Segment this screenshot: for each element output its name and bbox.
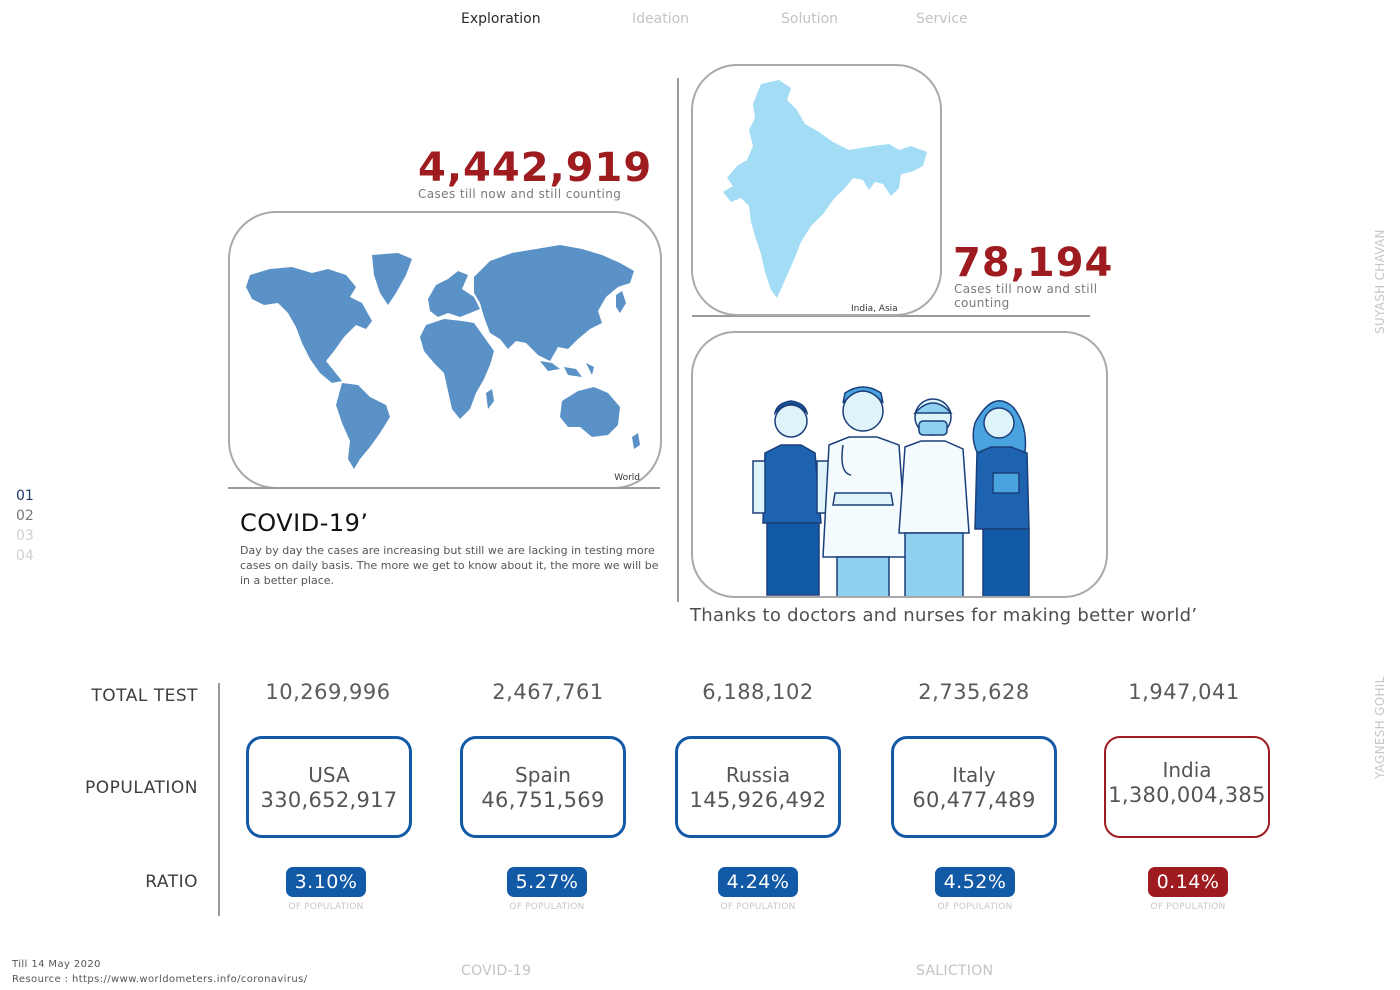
- country-name: Italy: [952, 763, 996, 787]
- footer-resource-link[interactable]: Resource : https://www.worldometers.info…: [12, 974, 308, 985]
- country-population: 60,477,489: [912, 788, 1036, 812]
- footer-covid: COVID-19: [461, 963, 532, 979]
- doctor: [822, 386, 908, 596]
- doctors-card: [691, 331, 1108, 598]
- ratio-sub-italy: OF POPULATION: [937, 902, 1013, 912]
- country-card-usa: USA 330,652,917: [246, 736, 412, 838]
- doctors-nurses-illustration-icon: [752, 386, 1030, 596]
- country-population: 1,380,004,385: [1108, 783, 1266, 807]
- ratio-usa: 3.10%: [286, 867, 366, 897]
- country-name: USA: [308, 763, 350, 787]
- ratio-sub-usa: OF POPULATION: [288, 902, 364, 912]
- covid-title: COVID-19’: [240, 509, 369, 537]
- divider-india: [692, 315, 1090, 317]
- page-03[interactable]: 03: [16, 528, 34, 544]
- footer-source: Till 14 May 2020 Resource : https://www.…: [12, 957, 308, 987]
- india-cases-caption: Cases till now and still counting: [954, 282, 1098, 311]
- test-india: 1,947,041: [1128, 680, 1240, 704]
- divider-table: [218, 683, 220, 916]
- country-name: Russia: [725, 763, 791, 787]
- ratio-sub-spain: OF POPULATION: [509, 902, 585, 912]
- test-usa: 10,269,996: [265, 680, 391, 704]
- footer-date: Till 14 May 2020: [12, 959, 101, 970]
- india-map-card: India, Asia: [691, 64, 942, 316]
- world-map-card: World: [228, 211, 662, 489]
- author-suyash: SUYASH CHAVAN: [1373, 229, 1387, 334]
- covid-description: Day by day the cases are increasing but …: [240, 544, 659, 588]
- ratio-spain: 5.27%: [507, 867, 587, 897]
- ratio-sub-india: OF POPULATION: [1150, 902, 1226, 912]
- country-card-russia: Russia 145,926,492: [675, 736, 841, 838]
- country-card-spain: Spain 46,751,569: [460, 736, 626, 838]
- country-name: Spain: [515, 763, 571, 787]
- label-total-test: TOTAL TEST: [91, 686, 198, 706]
- country-name: India: [1162, 758, 1212, 782]
- test-italy: 2,735,628: [918, 680, 1030, 704]
- world-map-icon: [246, 245, 640, 469]
- thanks-caption: Thanks to doctors and nurses for making …: [690, 605, 1198, 626]
- divider-vertical-center: [677, 78, 679, 602]
- world-cases-count: 4,442,919: [418, 145, 653, 191]
- nav-exploration[interactable]: Exploration: [461, 11, 541, 27]
- footer-saliction: SALICTION: [916, 963, 994, 979]
- india-map-icon: [723, 80, 927, 298]
- nurse-right: [972, 400, 1030, 596]
- nurse-left: [752, 400, 830, 596]
- page-02[interactable]: 02: [16, 508, 34, 524]
- page-04[interactable]: 04: [16, 548, 34, 564]
- nav-service[interactable]: Service: [916, 11, 968, 27]
- nav-solution[interactable]: Solution: [781, 11, 839, 27]
- nav-ideation[interactable]: Ideation: [632, 11, 690, 27]
- country-population: 46,751,569: [481, 788, 605, 812]
- country-population: 145,926,492: [689, 788, 827, 812]
- divider-world: [228, 487, 660, 489]
- country-card-india: India 1,380,004,385: [1104, 736, 1270, 838]
- surgeon: [898, 398, 970, 596]
- label-ratio: RATIO: [145, 872, 198, 892]
- india-map-label: India, Asia: [851, 304, 898, 314]
- test-russia: 6,188,102: [702, 680, 814, 704]
- world-cases-caption: Cases till now and still counting: [418, 187, 622, 201]
- world-map-label: World: [614, 473, 640, 483]
- label-population: POPULATION: [85, 778, 198, 798]
- india-caption-line2: counting: [954, 295, 1010, 310]
- country-population: 330,652,917: [260, 788, 398, 812]
- ratio-russia: 4.24%: [718, 867, 798, 897]
- test-spain: 2,467,761: [492, 680, 604, 704]
- india-cases-count: 78,194: [953, 240, 1114, 286]
- ratio-india: 0.14%: [1148, 867, 1228, 897]
- ratio-italy: 4.52%: [935, 867, 1015, 897]
- ratio-sub-russia: OF POPULATION: [720, 902, 796, 912]
- country-card-italy: Italy 60,477,489: [891, 736, 1057, 838]
- india-caption-line1: Cases till now and still: [954, 282, 1098, 296]
- page-01[interactable]: 01: [16, 488, 34, 504]
- author-yagnesh: YAGNESH GOHIL: [1373, 676, 1387, 779]
